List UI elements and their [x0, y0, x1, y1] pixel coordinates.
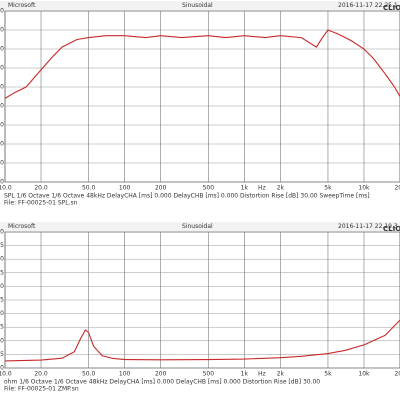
x-tick-label: 10.0 — [0, 371, 12, 378]
header-bar — [0, 222, 400, 231]
x-tick-label: 100 — [119, 185, 131, 192]
footer-settings: SPL 1/6 Octave 1/6 Octave 48kHz DelayCHA… — [4, 193, 370, 200]
header-center: Sinusoidal — [182, 2, 213, 9]
y-tick-label: 25 — [0, 297, 4, 304]
y-tick-label: 50 — [0, 229, 4, 236]
y-tick-label: 0 — [0, 365, 4, 372]
x-tick-label: 100 — [119, 371, 131, 378]
y-tick-label: 100 — [0, 27, 4, 34]
y-tick-label: 30 — [0, 160, 4, 167]
y-tick-label: 50 — [0, 122, 4, 129]
x-axis-label: Hz — [258, 371, 266, 378]
x-tick-label: 2k — [277, 185, 285, 192]
y-tick-label: 110 — [0, 8, 4, 15]
plot-area — [4, 10, 400, 183]
x-tick-label: 500 — [203, 185, 215, 192]
x-tick-label: 20.0 — [34, 185, 48, 192]
file-label: File: FF-00025-01 ZMP.sn — [4, 386, 79, 393]
x-tick-label: 50.0 — [82, 371, 96, 378]
y-tick-label: 40 — [0, 256, 4, 263]
x-tick-label: 1k — [241, 371, 249, 378]
x-tick-label: 5k — [324, 371, 332, 378]
y-tick-label: 10 — [0, 337, 4, 344]
curve — [4, 319, 400, 362]
y-tick-label: 20 — [0, 179, 4, 186]
y-tick-label: 80 — [0, 65, 4, 72]
y-tick-label: 5 — [0, 351, 4, 358]
x-tick-label: 10k — [358, 185, 370, 192]
y-tick-label: 15 — [0, 324, 4, 331]
x-tick-label: 50.0 — [82, 185, 96, 192]
x-tick-label: 20.0 — [34, 371, 48, 378]
header-left: Microsoft — [8, 223, 36, 230]
x-tick-label: 2k — [277, 371, 285, 378]
header-center: Sinusoidal — [182, 223, 213, 230]
y-tick-label: 45 — [0, 242, 4, 249]
y-tick-label: 20 — [0, 310, 4, 317]
x-tick-label: 200 — [155, 185, 167, 192]
x-tick-label: 5k — [324, 185, 332, 192]
y-tick-label: 35 — [0, 269, 4, 276]
x-tick-label: 20k — [394, 185, 400, 192]
y-tick-label: 60 — [0, 103, 4, 110]
curve — [4, 29, 400, 99]
brand: CLIO — [383, 4, 400, 12]
y-tick-label: 70 — [0, 84, 4, 91]
x-tick-label: 10.0 — [0, 185, 12, 192]
y-tick-label: 40 — [0, 141, 4, 148]
x-tick-label: 1k — [241, 185, 249, 192]
footer-settings: ohm 1/6 Octave 1/6 Octave 48kHz DelayCHA… — [4, 379, 320, 386]
x-tick-label: 200 — [155, 371, 167, 378]
x-tick-label: 20k — [394, 371, 400, 378]
file-label: File: FF-00025-01 SPL.sn — [4, 200, 78, 207]
y-tick-label: 90 — [0, 46, 4, 53]
x-tick-label: 500 — [203, 371, 215, 378]
header-right: 2016-11-17 22.19.3 — [338, 223, 398, 230]
header-right: 2016-11-17 22.25.1 — [338, 2, 398, 9]
y-tick-label: 30 — [0, 283, 4, 290]
header-bar — [0, 1, 400, 10]
x-tick-label: 10k — [358, 371, 370, 378]
x-axis-label: Hz — [258, 185, 266, 192]
header-left: Microsoft — [8, 2, 36, 9]
brand: CLIO — [383, 225, 400, 233]
